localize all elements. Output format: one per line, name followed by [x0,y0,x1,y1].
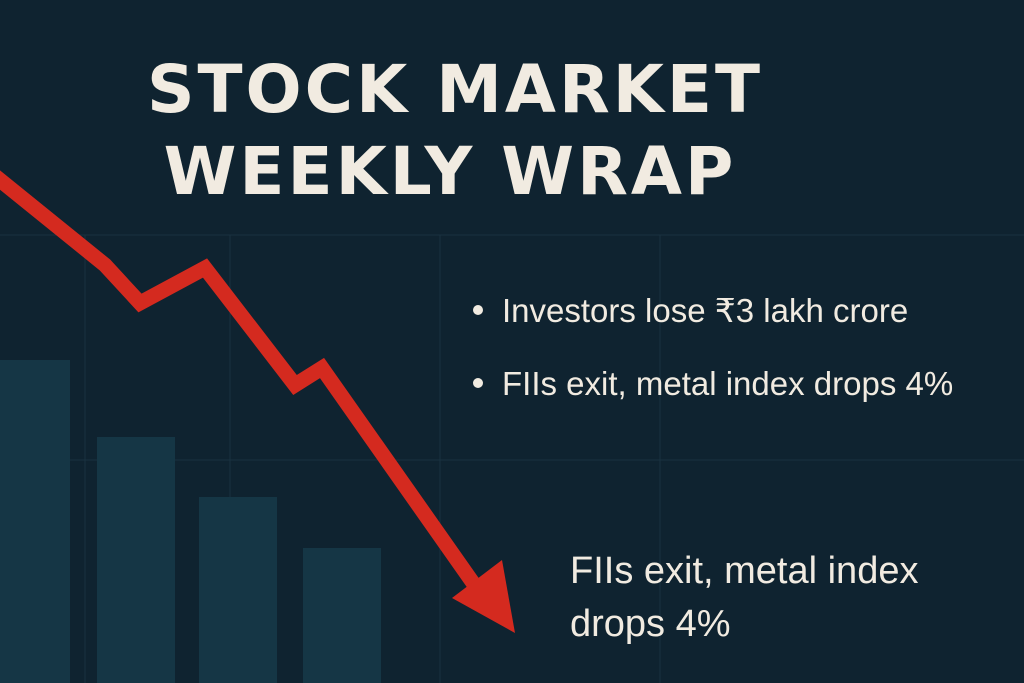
bar [303,548,381,683]
bullet-text: FIIs exit, metal index drops 4% [502,365,953,402]
arrow-line [0,170,485,595]
bullet-dot [473,305,483,315]
caption-line: FIIs exit, metal index [570,550,918,592]
arrow-head [452,560,515,633]
title-line: STOCK MARKET [147,51,763,128]
bullet-text: Investors lose ₹3 lakh crore [502,292,908,329]
arrow [0,170,515,633]
bars [0,360,381,683]
bullet-dot [473,378,483,388]
caption-line: drops 4% [570,603,731,645]
bar [0,360,70,683]
bar [97,437,175,683]
bar [199,497,277,683]
title-line: WEEKLY WRAP [164,133,737,210]
